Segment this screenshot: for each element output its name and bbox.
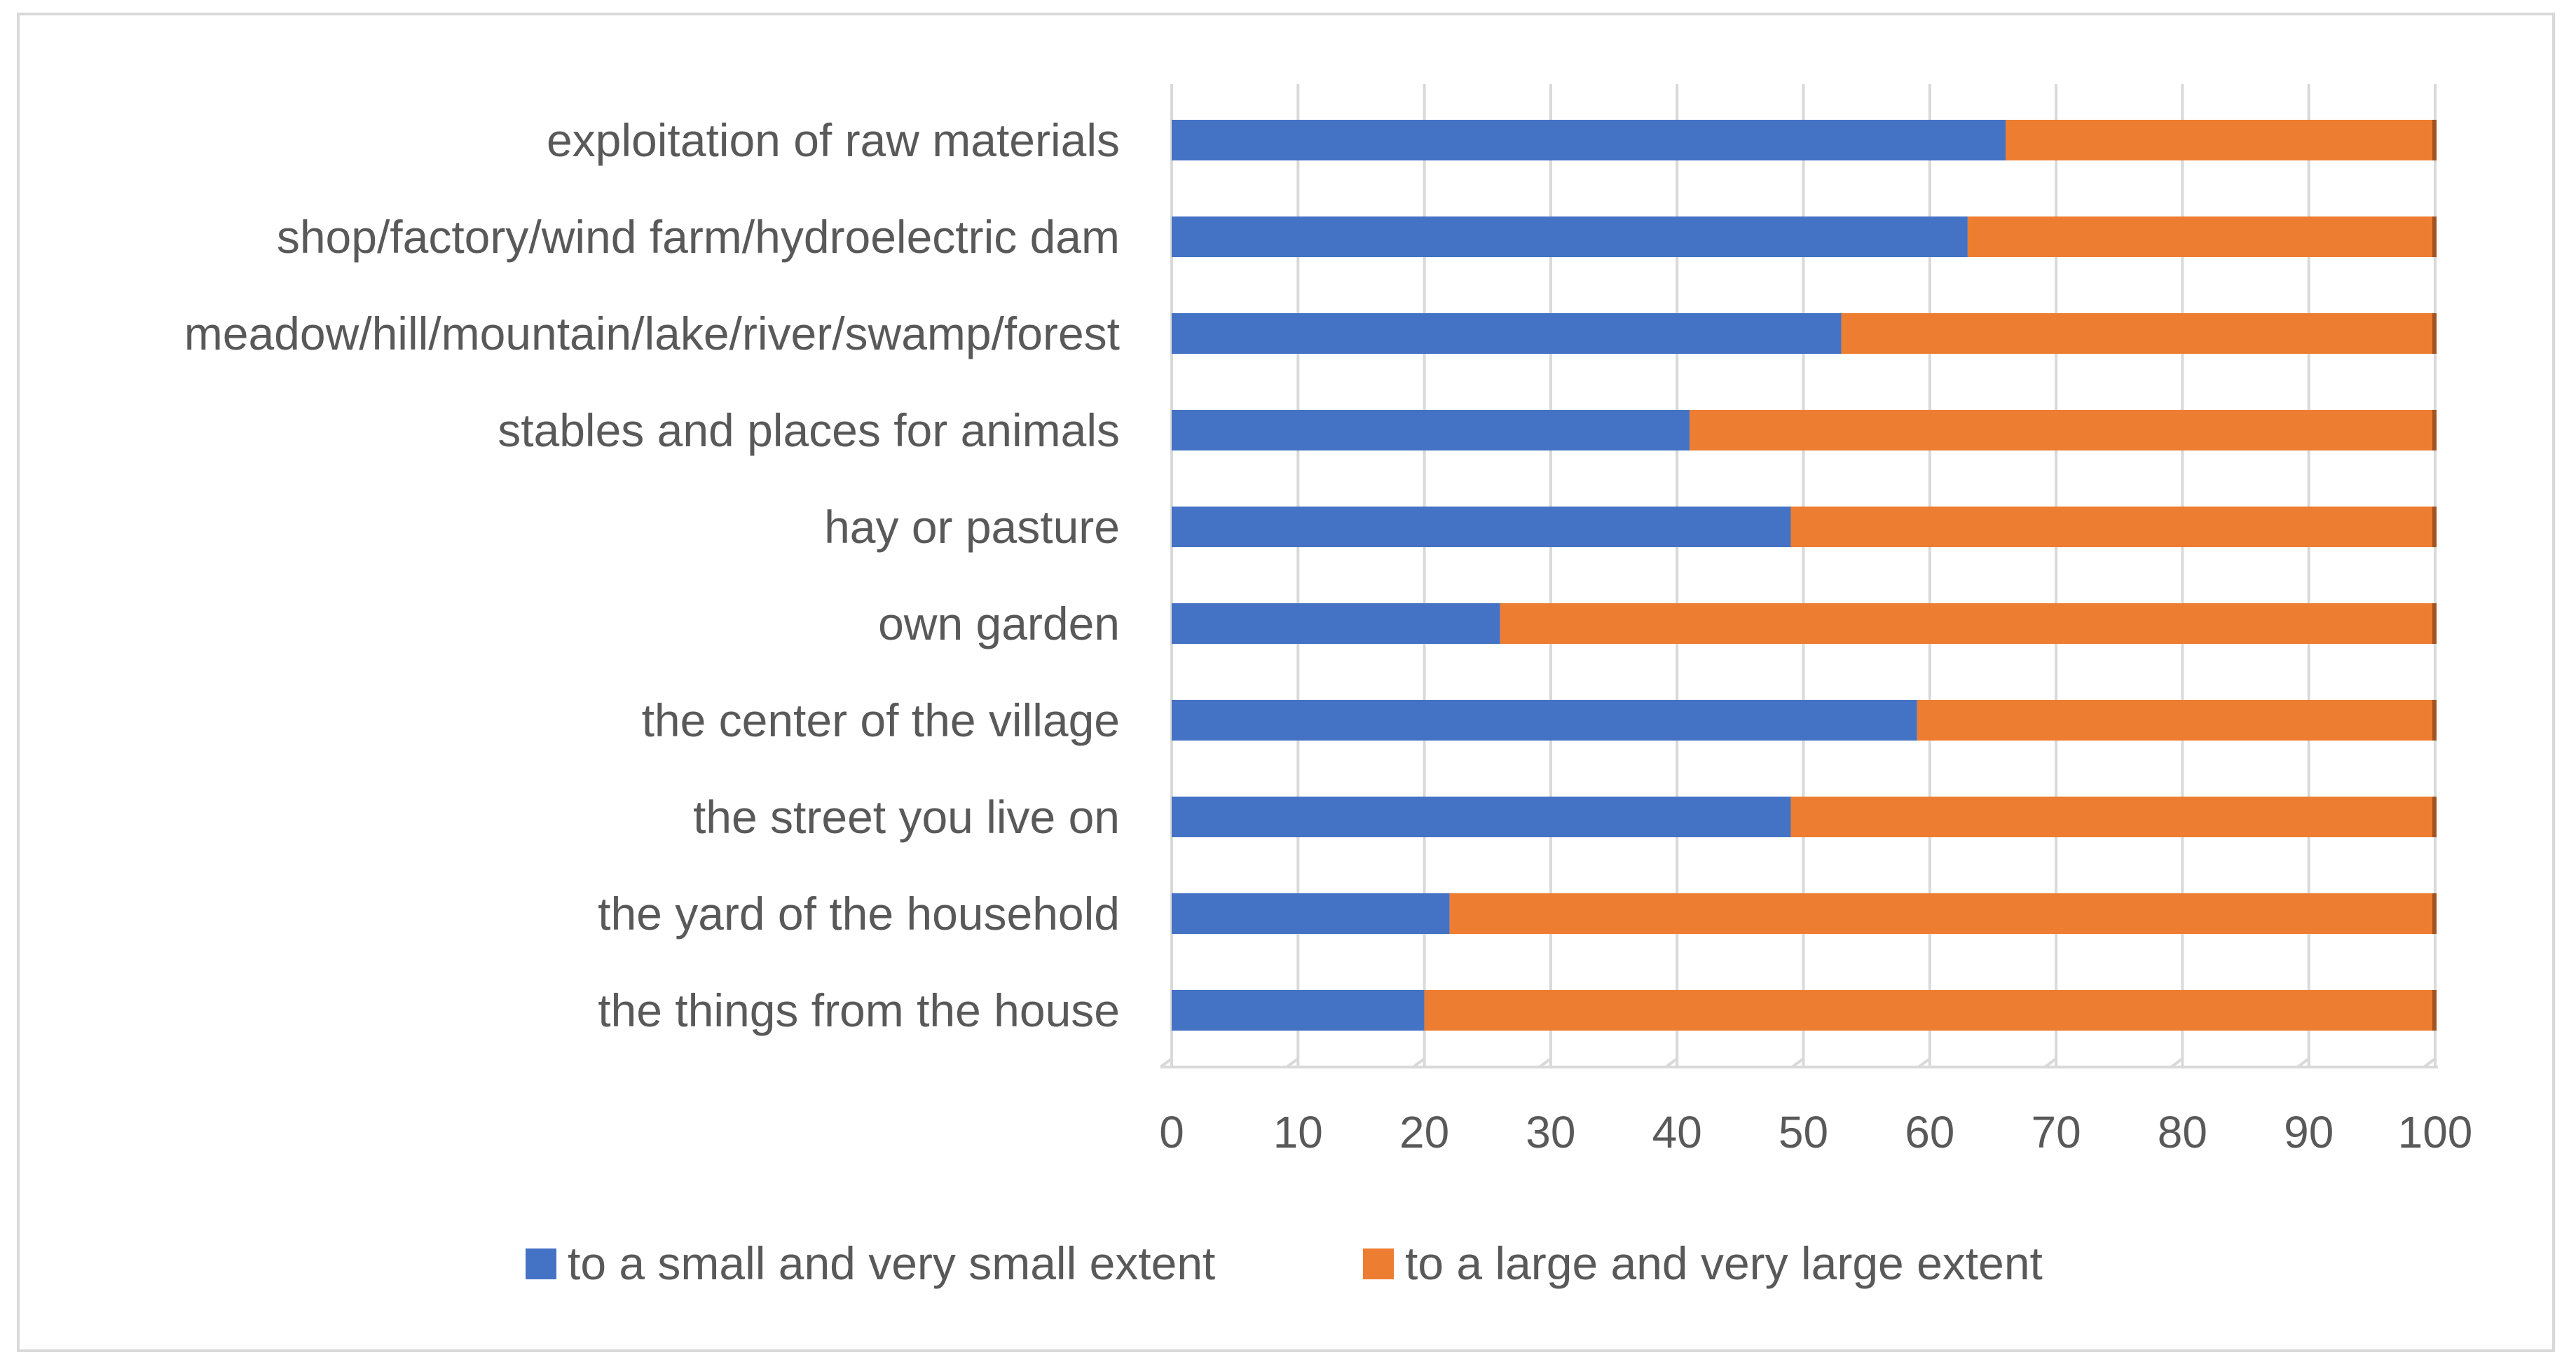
bar-end-cap: [2432, 990, 2437, 1031]
category-label: exploitation of raw materials: [547, 114, 1120, 166]
x-tick-label: 10: [1273, 1107, 1323, 1157]
category-label: the street you live on: [693, 791, 1120, 843]
bar-segment-small-7: [1172, 797, 1791, 837]
x-tick-label: 30: [1526, 1107, 1575, 1157]
legend-swatch-small: [526, 1248, 556, 1279]
bar-segment-large-7: [1790, 797, 2435, 837]
legend-label-large: to a large and very large extent: [1405, 1237, 2043, 1289]
legend: to a small and very small extent to a lar…: [526, 1237, 2043, 1289]
category-label: own garden: [878, 598, 1120, 649]
bar-segment-large-5: [1500, 603, 2435, 644]
bar-end-cap: [2432, 797, 2437, 837]
bar-segment-small-1: [1172, 216, 1968, 257]
bar-end-cap: [2432, 216, 2437, 257]
bar-end-cap: [2432, 700, 2437, 741]
x-tick-label: 80: [2158, 1107, 2207, 1157]
x-tick-label: 20: [1399, 1107, 1449, 1157]
bar-segment-small-8: [1172, 893, 1450, 934]
bar-segment-small-2: [1172, 313, 1842, 354]
bar-end-cap: [2432, 507, 2437, 547]
bar-segment-small-0: [1172, 120, 2006, 160]
bar-end-cap: [2432, 603, 2437, 644]
bar-segment-large-0: [2005, 120, 2435, 160]
bar-segment-large-4: [1790, 507, 2435, 547]
bar-end-cap: [2432, 893, 2437, 934]
bar-segment-small-4: [1172, 507, 1791, 547]
x-axis-ticks: 0 10 20 30 40 50 60 70 80 90 100: [1159, 1107, 2472, 1157]
bar-end-cap: [2432, 120, 2437, 160]
category-label: the yard of the household: [598, 888, 1120, 940]
bar-segment-small-3: [1172, 410, 1690, 450]
x-tick-label: 0: [1159, 1107, 1184, 1157]
bar-end-cap: [2432, 410, 2437, 450]
bar-segment-large-1: [1967, 216, 2435, 257]
x-tick-label: 100: [2398, 1107, 2473, 1157]
x-tick-label: 60: [1905, 1107, 1954, 1157]
bar-segment-small-9: [1172, 990, 1425, 1031]
category-label: shop/factory/wind farm/hydroelectric dam: [277, 211, 1120, 263]
x-tick-label: 40: [1652, 1107, 1702, 1157]
bar-segment-small-5: [1172, 603, 1500, 644]
bar-segment-large-3: [1690, 410, 2435, 450]
bar-segment-large-8: [1449, 893, 2435, 934]
legend-label-small: to a small and very small extent: [568, 1237, 1215, 1289]
category-label: the center of the village: [642, 694, 1120, 746]
bar-segment-small-6: [1172, 700, 1917, 741]
x-tick-label: 90: [2284, 1107, 2334, 1157]
x-tick-label: 70: [2032, 1107, 2081, 1157]
category-label: stables and places for animals: [498, 404, 1120, 456]
category-labels: exploitation of raw materials shop/factor…: [184, 114, 1120, 1036]
bar-segment-large-6: [1917, 700, 2435, 741]
bar-segment-large-2: [1841, 313, 2435, 354]
bar-segment-large-9: [1424, 990, 2435, 1031]
category-label: hay or pasture: [824, 501, 1120, 553]
bars: [1172, 120, 2437, 1031]
x-tick-label: 50: [1779, 1107, 1828, 1157]
category-label: meadow/hill/mountain/lake/river/swamp/fo…: [184, 308, 1120, 359]
category-label: the things from the house: [598, 984, 1120, 1036]
legend-swatch-large: [1363, 1248, 1394, 1279]
bar-end-cap: [2432, 313, 2437, 354]
